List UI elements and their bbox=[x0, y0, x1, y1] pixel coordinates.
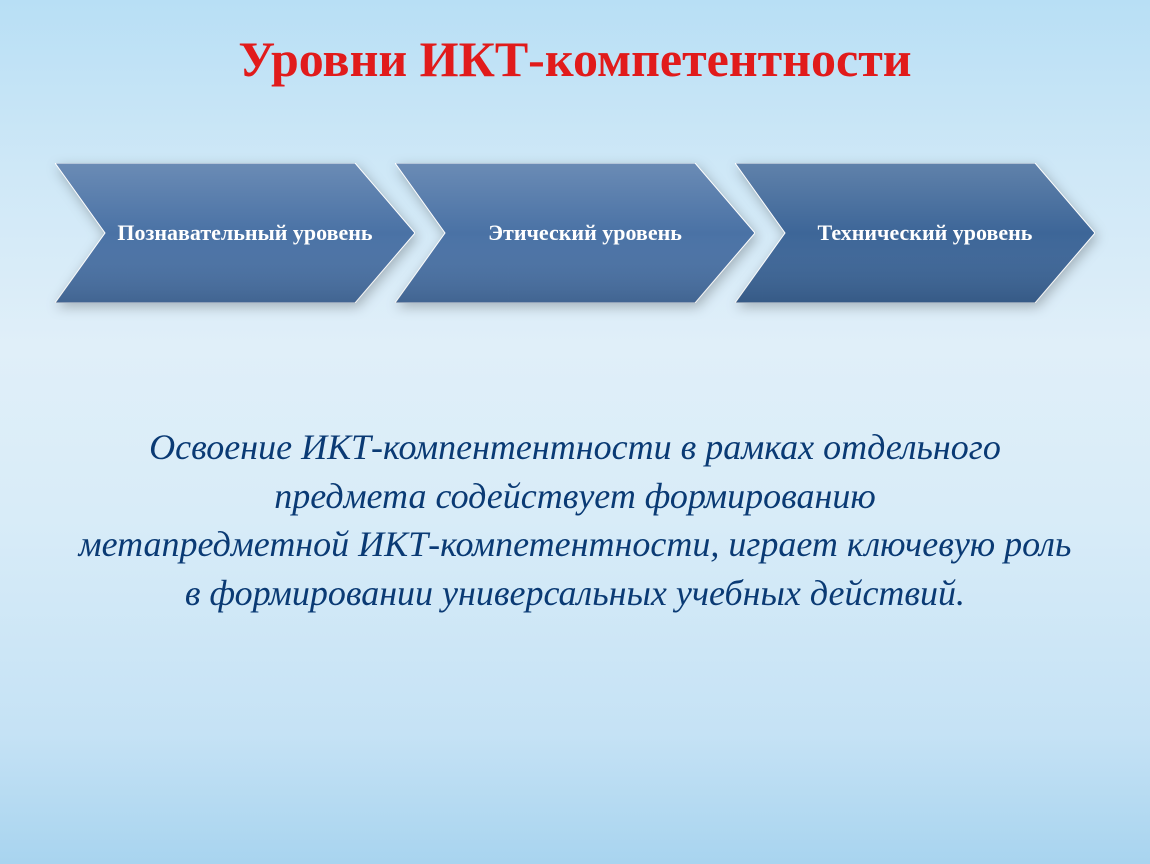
process-arrow-1: Познавательный уровень bbox=[55, 163, 415, 303]
slide-title: Уровни ИКТ-компетентности bbox=[0, 0, 1150, 88]
process-arrows: Познавательный уровень Этический уровень Т… bbox=[0, 163, 1150, 303]
process-arrow-2: Этический уровень bbox=[395, 163, 755, 303]
arrow-label: Этический уровень bbox=[438, 219, 712, 248]
arrow-label: Технический уровень bbox=[768, 219, 1063, 248]
body-paragraph: Освоение ИКТ-компентентности в рамках от… bbox=[0, 423, 1150, 617]
process-arrow-3: Технический уровень bbox=[735, 163, 1095, 303]
arrow-label: Познавательный уровень bbox=[67, 219, 402, 248]
